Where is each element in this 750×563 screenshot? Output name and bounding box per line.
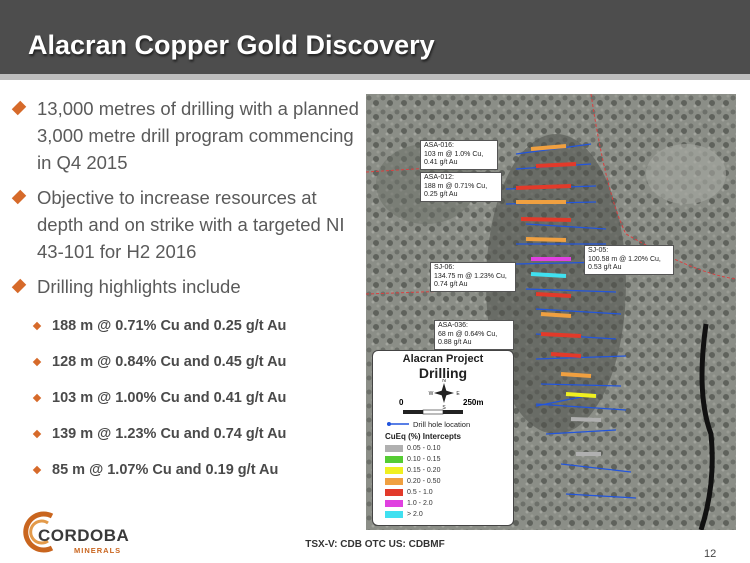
page-title: Alacran Copper Gold Discovery <box>28 30 435 60</box>
callout-line: 0.88 g/t Au <box>438 339 472 346</box>
highlight-text: 103 m @ 1.00% Cu and 0.41 g/t Au <box>52 390 287 406</box>
bullet-item: 13,000 metres of drilling with a planned… <box>10 95 360 176</box>
callout-line: 103 m @ 1.0% Cu, <box>424 150 484 158</box>
callout-line: 188 m @ 0.71% Cu, <box>424 182 488 190</box>
drill-hole-label: Drill hole location <box>413 420 471 429</box>
range-label: > 2.0 <box>407 511 423 518</box>
callout-asa-036: ASA-036: 68 m @ 0.64% Cu, 0.88 g/t Au <box>434 320 514 350</box>
callout-line: SJ-06: <box>434 264 455 271</box>
callout-line: 134.75 m @ 1.23% Cu, <box>434 272 507 280</box>
callout-line: 100.58 m @ 1.20% Cu, <box>588 255 661 263</box>
range-swatch <box>385 478 403 485</box>
diamond-bullet-icon <box>11 100 27 116</box>
intercepts-title: CuEq (%) Intercepts <box>385 432 462 441</box>
legend-title: Alacran Project <box>402 353 484 365</box>
callout-line: ASA-036: <box>438 322 468 329</box>
scale-end: 250m <box>463 398 484 407</box>
range-swatch <box>385 445 403 452</box>
drill-point-sample <box>387 422 391 426</box>
small-diamond-bullet-icon <box>32 465 42 475</box>
title-bar: Alacran Copper Gold Discovery <box>0 0 750 80</box>
highlight-text: 128 m @ 0.84% Cu and 0.45 g/t Au <box>52 354 287 370</box>
page-number: 12 <box>704 548 717 560</box>
callout-line: 0.74 g/t Au <box>434 281 468 288</box>
compass-icon: N S W E <box>387 379 463 426</box>
range-label: 0.20 - 0.50 <box>407 478 441 485</box>
highlight-item: 128 m @ 0.84% Cu and 0.45 g/t Au <box>10 352 360 372</box>
compass-w: W <box>429 391 434 397</box>
range-label: 0.05 - 0.10 <box>407 445 441 452</box>
callout-asa-016: ASA-016: 103 m @ 1.0% Cu, 0.41 g/t Au <box>420 140 498 170</box>
highlight-text: 139 m @ 1.23% Cu and 0.74 g/t Au <box>52 426 287 442</box>
callout-line: SJ-05: <box>588 247 609 254</box>
callout-line: ASA-016: <box>424 142 454 149</box>
highlight-item: 103 m @ 1.00% Cu and 0.41 g/t Au <box>10 388 360 408</box>
callout-line: 68 m @ 0.64% Cu, <box>438 330 498 338</box>
compass-e: E <box>456 391 460 397</box>
callout-line: 0.53 g/t Au <box>588 264 622 271</box>
logo-wordmark: CORDOBA <box>38 526 130 545</box>
bullet-text: 13,000 metres of drilling with a planned… <box>37 98 359 173</box>
callout-sj-06: SJ-06: 134.75 m @ 1.23% Cu, 0.74 g/t Au <box>430 262 516 292</box>
bullet-list: 13,000 metres of drilling with a planned… <box>10 95 360 496</box>
map-legend: Alacran Project Drilling N S W E 0 250m … <box>372 350 514 526</box>
highlight-item: 188 m @ 0.71% Cu and 0.25 g/t Au <box>10 316 360 336</box>
bullet-item: Objective to increase resources at depth… <box>10 184 360 265</box>
small-diamond-bullet-icon <box>32 321 42 331</box>
range-swatch <box>385 489 403 496</box>
highlight-text: 85 m @ 1.07% Cu and 0.19 g/t Au <box>52 462 279 478</box>
logo-subtext: MINERALS <box>74 546 122 555</box>
range-label: 0.15 - 0.20 <box>407 467 441 474</box>
range-label: 1.0 - 2.0 <box>407 500 433 507</box>
bullet-text: Objective to increase resources at depth… <box>37 187 345 262</box>
highlight-item: 85 m @ 1.07% Cu and 0.19 g/t Au <box>10 460 360 480</box>
callout-line: ASA-012: <box>424 174 454 181</box>
callout-asa-012: ASA-012: 188 m @ 0.71% Cu, 0.25 g/t Au <box>420 172 502 202</box>
legend-subtitle: Drilling <box>418 365 468 381</box>
callout-sj-05: SJ-05: 100.58 m @ 1.20% Cu, 0.53 g/t Au <box>584 245 674 275</box>
highlight-text: 188 m @ 0.71% Cu and 0.25 g/t Au <box>52 318 287 334</box>
compass-n: N <box>442 379 446 384</box>
small-diamond-bullet-icon <box>32 357 42 367</box>
callout-line: 0.41 g/t Au <box>424 159 458 166</box>
cordoba-logo-icon <box>23 511 54 553</box>
ticker-symbols: TSX-V: CDB OTC US: CDBMF <box>305 539 445 550</box>
small-diamond-bullet-icon <box>32 429 42 439</box>
scale-bar-light <box>422 409 444 415</box>
scale-bar-dark <box>443 410 463 414</box>
range-label: 0.5 - 1.0 <box>407 489 433 496</box>
highlight-item: 139 m @ 1.23% Cu and 0.74 g/t Au <box>10 424 360 444</box>
diamond-bullet-icon <box>11 189 27 205</box>
small-diamond-bullet-icon <box>32 393 42 403</box>
bullet-item: Drilling highlights include <box>10 273 360 300</box>
range-swatch <box>385 467 403 474</box>
range-swatch <box>385 511 403 518</box>
bullet-text: Drilling highlights include <box>37 276 241 297</box>
callout-line: 0.25 g/t Au <box>424 191 458 198</box>
scale-bar-dark <box>403 410 423 414</box>
scale-start: 0 <box>399 398 404 407</box>
range-label: 0.10 - 0.15 <box>407 456 441 463</box>
diamond-bullet-icon <box>11 278 27 294</box>
range-swatch <box>385 456 403 463</box>
compass-s: S <box>442 405 446 411</box>
range-swatch <box>385 500 403 507</box>
